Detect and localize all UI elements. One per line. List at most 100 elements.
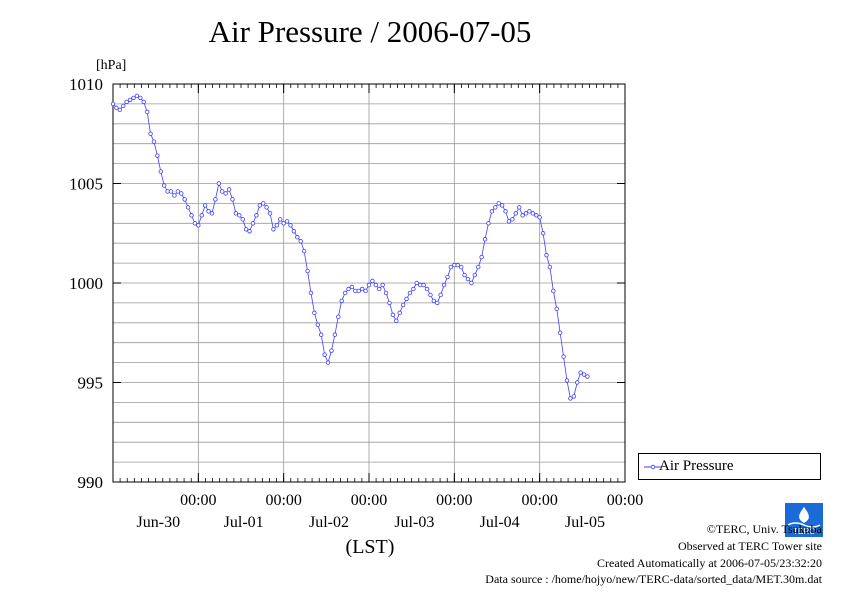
- x-tick-label-date: Jul-01: [224, 514, 264, 531]
- data-point: [189, 213, 194, 218]
- data-point: [424, 286, 430, 292]
- data-point: [575, 380, 580, 385]
- x-axis-label: (LST): [346, 536, 395, 558]
- data-point: [503, 209, 508, 214]
- data-point: [557, 330, 563, 335]
- data-point: [250, 221, 256, 226]
- data-point: [237, 213, 242, 218]
- data-point: [305, 268, 310, 274]
- data-point: [414, 280, 419, 286]
- y-tick-label: 1010: [69, 75, 103, 94]
- chart-title: Air Pressure / 2006-07-05: [208, 14, 532, 49]
- data-point: [469, 280, 474, 286]
- data-point: [359, 286, 365, 292]
- data-point: [141, 99, 146, 105]
- data-point: [585, 374, 590, 379]
- data-point: [243, 227, 249, 232]
- data-point: [185, 205, 191, 210]
- data-point: [394, 318, 399, 324]
- data-point: [523, 211, 529, 216]
- legend-marker: [644, 464, 662, 470]
- data-point: [267, 211, 273, 216]
- data-point: [520, 213, 525, 218]
- data-point: [216, 181, 222, 186]
- data-point: [551, 288, 556, 294]
- data-point: [387, 300, 392, 306]
- data-point: [455, 262, 460, 268]
- data-point: [428, 292, 433, 298]
- data-point: [493, 205, 498, 210]
- data-point: [144, 109, 150, 115]
- data-point: [537, 215, 542, 220]
- y-tick-label: 995: [78, 374, 104, 393]
- data-point: [278, 217, 283, 222]
- axis-labels: 99099510001005101000:00Jun-3000:00Jul-01…: [69, 75, 643, 531]
- created-text: Created Automatically at 2006-07-05/23:3…: [597, 556, 822, 570]
- data-point: [390, 312, 396, 318]
- data-point: [336, 314, 341, 320]
- x-tick-label-date: Jun-30: [137, 514, 181, 531]
- data-point: [202, 203, 208, 208]
- data-point: [571, 394, 576, 399]
- x-tick-label-time: 00:00: [607, 492, 643, 509]
- data-point: [332, 332, 338, 337]
- data-point: [182, 197, 187, 202]
- data-point: [301, 248, 307, 254]
- data-point: [540, 231, 546, 236]
- data-point: [319, 332, 324, 337]
- data-point: [121, 103, 126, 109]
- data-point: [547, 264, 553, 270]
- data-point: [530, 211, 536, 216]
- data-point: [148, 131, 153, 136]
- data-point: [438, 292, 443, 298]
- data-point: [329, 348, 334, 353]
- data-point: [158, 169, 163, 174]
- y-tick-label: 1000: [69, 274, 103, 293]
- data-point: [175, 189, 181, 194]
- data-point: [465, 276, 471, 282]
- data-point: [196, 223, 201, 228]
- data-point: [534, 213, 539, 218]
- data-point: [462, 272, 467, 278]
- data-point: [411, 286, 416, 292]
- data-point: [578, 370, 583, 375]
- data-point: [226, 187, 232, 192]
- data-point: [281, 221, 286, 226]
- data-point: [479, 254, 484, 260]
- data-point: [209, 211, 215, 216]
- data-point: [308, 290, 314, 296]
- data-point: [458, 264, 464, 270]
- data-point: [161, 183, 167, 188]
- data-point: [561, 354, 566, 359]
- data-point: [421, 282, 426, 288]
- terc-logo-icon: TERC: [785, 503, 823, 537]
- x-tick-label-date: Jul-02: [309, 514, 349, 531]
- data-point: [496, 201, 501, 206]
- axis-ticks: [112, 83, 626, 483]
- data-point: [506, 219, 512, 224]
- data-point: [134, 93, 140, 99]
- data-point: [254, 213, 259, 218]
- data-point: [151, 139, 157, 144]
- data-point: [448, 264, 454, 270]
- x-tick-label-date: Jul-05: [565, 514, 605, 531]
- data-point: [510, 217, 515, 222]
- data-point: [179, 191, 184, 196]
- data-point: [274, 223, 280, 228]
- data-point: [127, 97, 133, 103]
- data-point: [554, 306, 559, 312]
- data-point: [407, 290, 413, 296]
- data-point: [363, 288, 368, 294]
- data-point: [356, 288, 361, 294]
- data-point: [155, 153, 160, 158]
- data-point: [199, 213, 204, 218]
- data-point: [271, 227, 276, 232]
- data-point: [380, 282, 385, 288]
- data-point: [513, 211, 518, 216]
- x-tick-label-time: 00:00: [351, 492, 387, 509]
- data-point: [581, 372, 587, 377]
- data-point: [312, 310, 317, 316]
- data-point: [499, 203, 505, 208]
- source-text: Data source : /home/hojyo/new/TERC-data/…: [485, 572, 822, 586]
